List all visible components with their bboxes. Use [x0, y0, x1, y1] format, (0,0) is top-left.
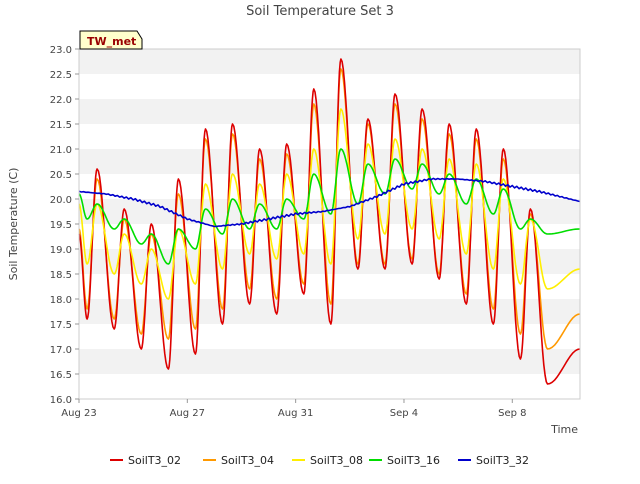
x-axis-label: Time — [550, 423, 578, 436]
y-tick-label: 21.5 — [50, 120, 72, 131]
y-tick-label: 21.0 — [50, 145, 72, 156]
y-tick-label: 16.0 — [50, 395, 72, 406]
x-tick-label: Sep 8 — [498, 408, 526, 419]
legend-label: SoilT3_02 — [128, 454, 181, 467]
series-line-soilt3-08 — [78, 108, 581, 300]
grid-band — [79, 49, 580, 74]
legend-label: SoilT3_04 — [221, 454, 274, 467]
y-tick-label: 18.0 — [50, 295, 72, 306]
y-tick-label: 18.5 — [50, 270, 72, 281]
grid-band — [79, 349, 580, 374]
legend: SoilT3_02 SoilT3_04 SoilT3_08 SoilT3_16 Soil… — [110, 454, 529, 467]
grid-bands — [79, 49, 580, 399]
x-tick-label: Aug 23 — [61, 408, 96, 419]
y-axis-label: Soil Temperature (C) — [7, 168, 20, 281]
series-layer — [78, 58, 581, 385]
series-line-soilt3-16 — [78, 148, 581, 265]
y-tick-label: 22.0 — [50, 95, 72, 106]
grid-band — [79, 274, 580, 299]
grid-band — [79, 174, 580, 199]
station-badge-label: TW_met — [87, 35, 136, 48]
y-tick-label: 17.0 — [50, 345, 72, 356]
y-tick-label: 22.5 — [50, 70, 72, 81]
x-tick-label: Aug 31 — [278, 408, 313, 419]
y-axis: 16.0 16.5 17.0 17.5 18.0 18.5 19.0 19.5 20.0 20.5… — [50, 45, 79, 406]
grid-band — [79, 124, 580, 149]
grid-band — [79, 149, 580, 174]
station-badge-box — [79, 30, 143, 50]
chart-title: Soil Temperature Set 3 — [246, 4, 394, 19]
y-tick-label: 19.5 — [50, 220, 72, 231]
y-tick-label: 16.5 — [50, 370, 72, 381]
y-tick-label: 20.5 — [50, 170, 72, 181]
legend-label: SoilT3_32 — [476, 454, 529, 467]
grid-band — [79, 374, 580, 399]
station-badge: TW_met — [79, 30, 143, 50]
x-tick-label: Sep 4 — [390, 408, 418, 419]
legend-label: SoilT3_16 — [387, 454, 440, 467]
legend-label: SoilT3_08 — [310, 454, 363, 467]
x-axis: Aug 23 Aug 27 Aug 31 Sep 4 Sep 8 — [61, 399, 526, 419]
y-tick-label: 19.0 — [50, 245, 72, 256]
grid-band — [79, 74, 580, 99]
grid-band — [79, 199, 580, 224]
y-tick-label: 23.0 — [50, 45, 72, 56]
series-line-soilt3-32 — [78, 177, 581, 228]
y-tick-label: 17.5 — [50, 320, 72, 331]
grid-band — [79, 99, 580, 124]
y-tick-label: 20.0 — [50, 195, 72, 206]
series-line-soilt3-02 — [78, 58, 581, 385]
grid-band — [79, 324, 580, 349]
x-tick-label: Aug 27 — [170, 408, 205, 419]
